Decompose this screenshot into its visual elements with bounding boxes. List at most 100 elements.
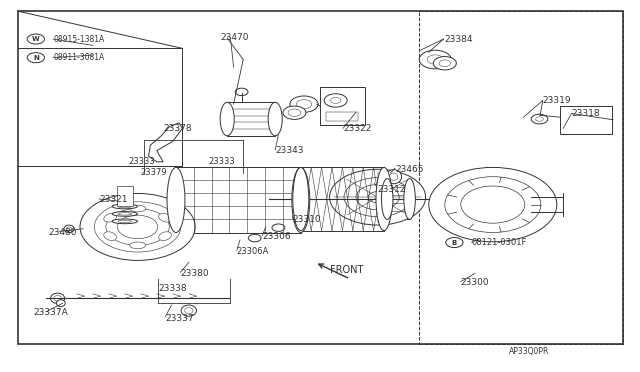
Circle shape <box>324 94 347 107</box>
Text: 23318: 23318 <box>572 109 600 118</box>
Ellipse shape <box>56 300 65 307</box>
Ellipse shape <box>129 205 146 212</box>
Circle shape <box>439 60 451 67</box>
Ellipse shape <box>181 305 196 316</box>
Bar <box>387 179 410 219</box>
Text: 23343: 23343 <box>275 146 304 155</box>
Circle shape <box>283 106 306 119</box>
Text: 23337: 23337 <box>165 314 194 323</box>
Bar <box>419 11 623 344</box>
Ellipse shape <box>51 293 65 304</box>
Ellipse shape <box>112 204 138 209</box>
Bar <box>170 184 177 190</box>
Ellipse shape <box>376 167 392 231</box>
Circle shape <box>118 215 157 239</box>
Bar <box>170 194 177 200</box>
Circle shape <box>429 167 557 242</box>
Text: 23380: 23380 <box>180 269 209 278</box>
Ellipse shape <box>118 220 132 222</box>
Bar <box>560 106 612 134</box>
Ellipse shape <box>385 170 402 184</box>
Circle shape <box>428 55 444 64</box>
Text: 23337A: 23337A <box>33 308 68 317</box>
Text: N: N <box>33 55 39 61</box>
Bar <box>326 112 358 121</box>
Text: 23384: 23384 <box>444 35 473 44</box>
Circle shape <box>344 177 412 217</box>
Circle shape <box>445 177 541 232</box>
Bar <box>170 223 177 229</box>
Text: 23470: 23470 <box>221 33 250 42</box>
Ellipse shape <box>54 295 61 301</box>
Circle shape <box>28 34 45 44</box>
Ellipse shape <box>129 242 146 248</box>
Text: 23379: 23379 <box>141 169 168 177</box>
Text: 23306: 23306 <box>262 232 291 241</box>
Text: 23319: 23319 <box>543 96 572 105</box>
Circle shape <box>272 224 285 231</box>
Bar <box>320 87 365 125</box>
Ellipse shape <box>381 179 393 219</box>
Ellipse shape <box>67 227 72 231</box>
Ellipse shape <box>159 214 172 222</box>
Text: 23300: 23300 <box>461 278 490 287</box>
Circle shape <box>330 97 340 103</box>
Circle shape <box>461 186 525 223</box>
Ellipse shape <box>389 173 398 180</box>
Circle shape <box>94 202 181 252</box>
Circle shape <box>290 96 318 112</box>
Polygon shape <box>148 123 182 162</box>
Bar <box>301 167 384 231</box>
Circle shape <box>531 114 548 124</box>
Text: 23333: 23333 <box>208 157 235 166</box>
Circle shape <box>106 208 169 246</box>
Ellipse shape <box>118 205 132 208</box>
Text: 23333: 23333 <box>128 157 155 166</box>
Text: 23338: 23338 <box>159 284 188 293</box>
Circle shape <box>80 193 195 260</box>
Ellipse shape <box>167 167 185 232</box>
Ellipse shape <box>184 308 193 314</box>
Circle shape <box>28 53 45 62</box>
Text: 23378: 23378 <box>163 124 192 133</box>
Text: W: W <box>32 36 40 42</box>
Circle shape <box>288 109 301 116</box>
Text: AP33Q0PR: AP33Q0PR <box>509 347 549 356</box>
Ellipse shape <box>404 179 415 219</box>
Text: 23310: 23310 <box>292 215 321 224</box>
Circle shape <box>445 238 463 248</box>
Text: 23480: 23480 <box>48 228 77 237</box>
Text: FRONT: FRONT <box>330 265 363 275</box>
Ellipse shape <box>220 102 234 136</box>
Circle shape <box>433 57 456 70</box>
Circle shape <box>330 169 426 225</box>
Text: 08915-1381A: 08915-1381A <box>53 35 104 44</box>
Ellipse shape <box>104 232 116 240</box>
Ellipse shape <box>118 213 132 215</box>
Bar <box>170 174 177 180</box>
Bar <box>170 213 177 219</box>
Ellipse shape <box>268 102 282 136</box>
Text: 23312: 23312 <box>378 185 406 194</box>
Ellipse shape <box>104 214 116 222</box>
Ellipse shape <box>159 232 172 240</box>
Text: 08121-0301F: 08121-0301F <box>472 238 527 247</box>
Bar <box>176 167 301 232</box>
Circle shape <box>368 192 387 203</box>
Circle shape <box>419 50 451 69</box>
Ellipse shape <box>292 167 308 231</box>
Circle shape <box>236 88 248 96</box>
Circle shape <box>248 234 261 242</box>
Ellipse shape <box>112 219 138 224</box>
Circle shape <box>536 117 543 121</box>
Text: 23465: 23465 <box>395 165 424 174</box>
Ellipse shape <box>292 167 310 232</box>
Bar <box>18 11 623 344</box>
Text: B: B <box>452 240 457 246</box>
Text: 23306A: 23306A <box>237 247 269 256</box>
Ellipse shape <box>64 225 74 232</box>
Circle shape <box>296 100 312 109</box>
Text: 23321: 23321 <box>99 195 128 203</box>
Circle shape <box>356 185 399 210</box>
Bar <box>117 186 133 206</box>
